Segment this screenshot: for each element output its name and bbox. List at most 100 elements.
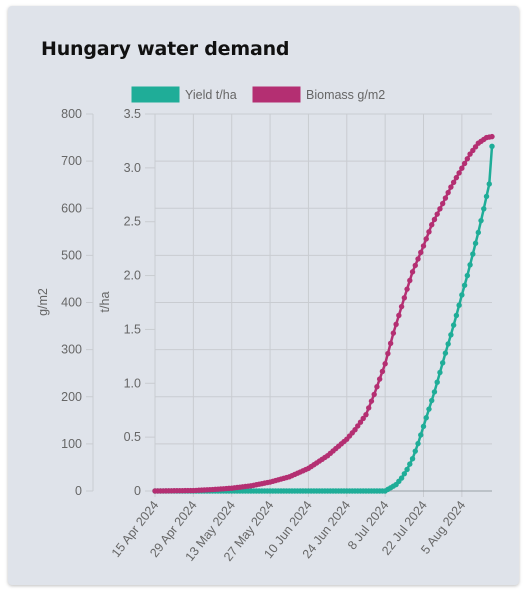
data-point-yield[interactable] — [461, 282, 468, 288]
data-point-yield[interactable] — [420, 423, 427, 430]
data-point-yield[interactable] — [478, 217, 484, 224]
data-point-yield[interactable] — [429, 397, 435, 404]
data-point-yield[interactable] — [442, 350, 449, 356]
data-point-biomass[interactable] — [464, 156, 471, 162]
data-point-biomass[interactable] — [401, 295, 408, 301]
data-point-biomass[interactable] — [434, 211, 440, 217]
data-point-yield[interactable] — [453, 312, 460, 319]
data-point-biomass[interactable] — [445, 189, 451, 196]
data-point-yield[interactable] — [450, 322, 457, 328]
data-point-biomass[interactable] — [459, 165, 465, 171]
data-point-yield[interactable] — [439, 360, 446, 366]
data-point-yield[interactable] — [423, 415, 429, 421]
data-point-biomass[interactable] — [371, 391, 377, 398]
data-point-yield[interactable] — [398, 475, 405, 481]
y-right-tick-label: 1.0 — [124, 376, 141, 390]
data-point-biomass[interactable] — [423, 236, 429, 242]
series-line-biomass — [154, 135, 493, 493]
data-point-yield[interactable] — [409, 455, 416, 462]
data-point-yield[interactable] — [481, 206, 487, 212]
data-point-yield[interactable] — [431, 389, 438, 395]
data-point-biomass[interactable] — [374, 384, 380, 390]
data-point-biomass[interactable] — [396, 312, 402, 319]
y-left-tick-label: 100 — [61, 437, 82, 451]
data-point-biomass[interactable] — [426, 229, 432, 235]
data-point-biomass[interactable] — [379, 368, 386, 375]
data-point-biomass[interactable] — [376, 376, 383, 382]
y-right-tick-label: 2.5 — [124, 215, 141, 229]
y-left-tick-label: 700 — [61, 154, 82, 168]
data-point-biomass[interactable] — [368, 398, 375, 404]
data-point-yield[interactable] — [486, 181, 492, 187]
legend-label-biomass[interactable]: Biomass g/m2 — [306, 88, 385, 102]
data-point-yield[interactable] — [464, 272, 471, 279]
data-point-biomass[interactable] — [387, 340, 394, 347]
data-point-yield[interactable] — [467, 262, 473, 268]
data-point-biomass[interactable] — [415, 256, 421, 262]
data-point-biomass[interactable] — [437, 206, 443, 212]
data-point-yield[interactable] — [448, 332, 454, 338]
y-right-tick-label: 3.0 — [124, 161, 141, 175]
y-left-tick-label: 600 — [61, 201, 82, 215]
data-point-biomass[interactable] — [352, 427, 358, 433]
data-point-biomass[interactable] — [355, 423, 361, 429]
data-point-yield[interactable] — [475, 229, 481, 236]
data-point-biomass[interactable] — [489, 133, 495, 140]
legend-swatch-biomass[interactable] — [252, 86, 301, 103]
y-right-tick-label: 1.5 — [124, 322, 141, 336]
data-point-biomass[interactable] — [382, 361, 388, 367]
data-point-biomass[interactable] — [439, 200, 446, 207]
series-line-yield — [155, 146, 494, 493]
data-point-yield[interactable] — [415, 440, 421, 447]
data-point-biomass[interactable] — [407, 277, 413, 284]
data-point-biomass[interactable] — [404, 286, 410, 292]
data-point-biomass[interactable] — [366, 405, 372, 411]
data-point-biomass[interactable] — [409, 269, 416, 275]
data-point-biomass[interactable] — [448, 184, 454, 190]
data-point-biomass[interactable] — [412, 262, 418, 269]
data-point-yield[interactable] — [459, 292, 465, 298]
data-point-biomass[interactable] — [420, 243, 427, 249]
data-point-biomass[interactable] — [363, 411, 369, 418]
data-point-biomass[interactable] — [393, 321, 399, 327]
data-point-yield[interactable] — [472, 240, 479, 246]
y-left-tick-label: 300 — [61, 343, 82, 357]
data-point-yield[interactable] — [401, 471, 408, 477]
y-right-axis-title: t/ha — [98, 292, 112, 313]
data-point-biomass[interactable] — [357, 419, 364, 425]
data-point-yield[interactable] — [470, 251, 476, 257]
y-left-tick-label: 0 — [75, 484, 82, 498]
data-point-yield[interactable] — [407, 461, 413, 467]
data-point-yield[interactable] — [434, 379, 440, 385]
y-left-tick-label: 400 — [61, 296, 82, 310]
data-point-biomass[interactable] — [385, 350, 391, 357]
data-point-yield[interactable] — [412, 448, 418, 454]
data-point-biomass[interactable] — [360, 415, 366, 422]
legend-swatch-yield[interactable] — [131, 86, 180, 103]
y-left-tick-label: 200 — [61, 390, 82, 404]
data-point-yield[interactable] — [437, 369, 443, 376]
y-left-tick-label: 500 — [61, 248, 82, 262]
data-point-biomass[interactable] — [453, 174, 460, 181]
data-point-yield[interactable] — [404, 466, 410, 473]
chart-title: Hungary water demand — [41, 38, 290, 60]
y-left-tick-label: 800 — [61, 107, 82, 121]
data-point-yield[interactable] — [418, 432, 424, 438]
data-point-yield[interactable] — [483, 193, 490, 200]
data-point-biomass[interactable] — [418, 249, 424, 256]
y-right-tick-label: 2.0 — [124, 269, 141, 283]
data-point-biomass[interactable] — [398, 303, 405, 310]
data-point-biomass[interactable] — [390, 330, 397, 336]
data-point-yield[interactable] — [445, 341, 451, 347]
data-point-yield[interactable] — [489, 143, 495, 150]
data-point-biomass[interactable] — [431, 216, 438, 223]
data-point-biomass[interactable] — [429, 222, 435, 228]
data-point-biomass[interactable] — [461, 160, 468, 167]
data-point-biomass[interactable] — [450, 179, 457, 186]
legend-label-yield[interactable]: Yield t/ha — [185, 88, 237, 102]
data-point-yield[interactable] — [456, 302, 462, 308]
data-point-biomass[interactable] — [456, 170, 462, 176]
data-point-biomass[interactable] — [442, 195, 449, 201]
data-point-yield[interactable] — [426, 406, 432, 412]
